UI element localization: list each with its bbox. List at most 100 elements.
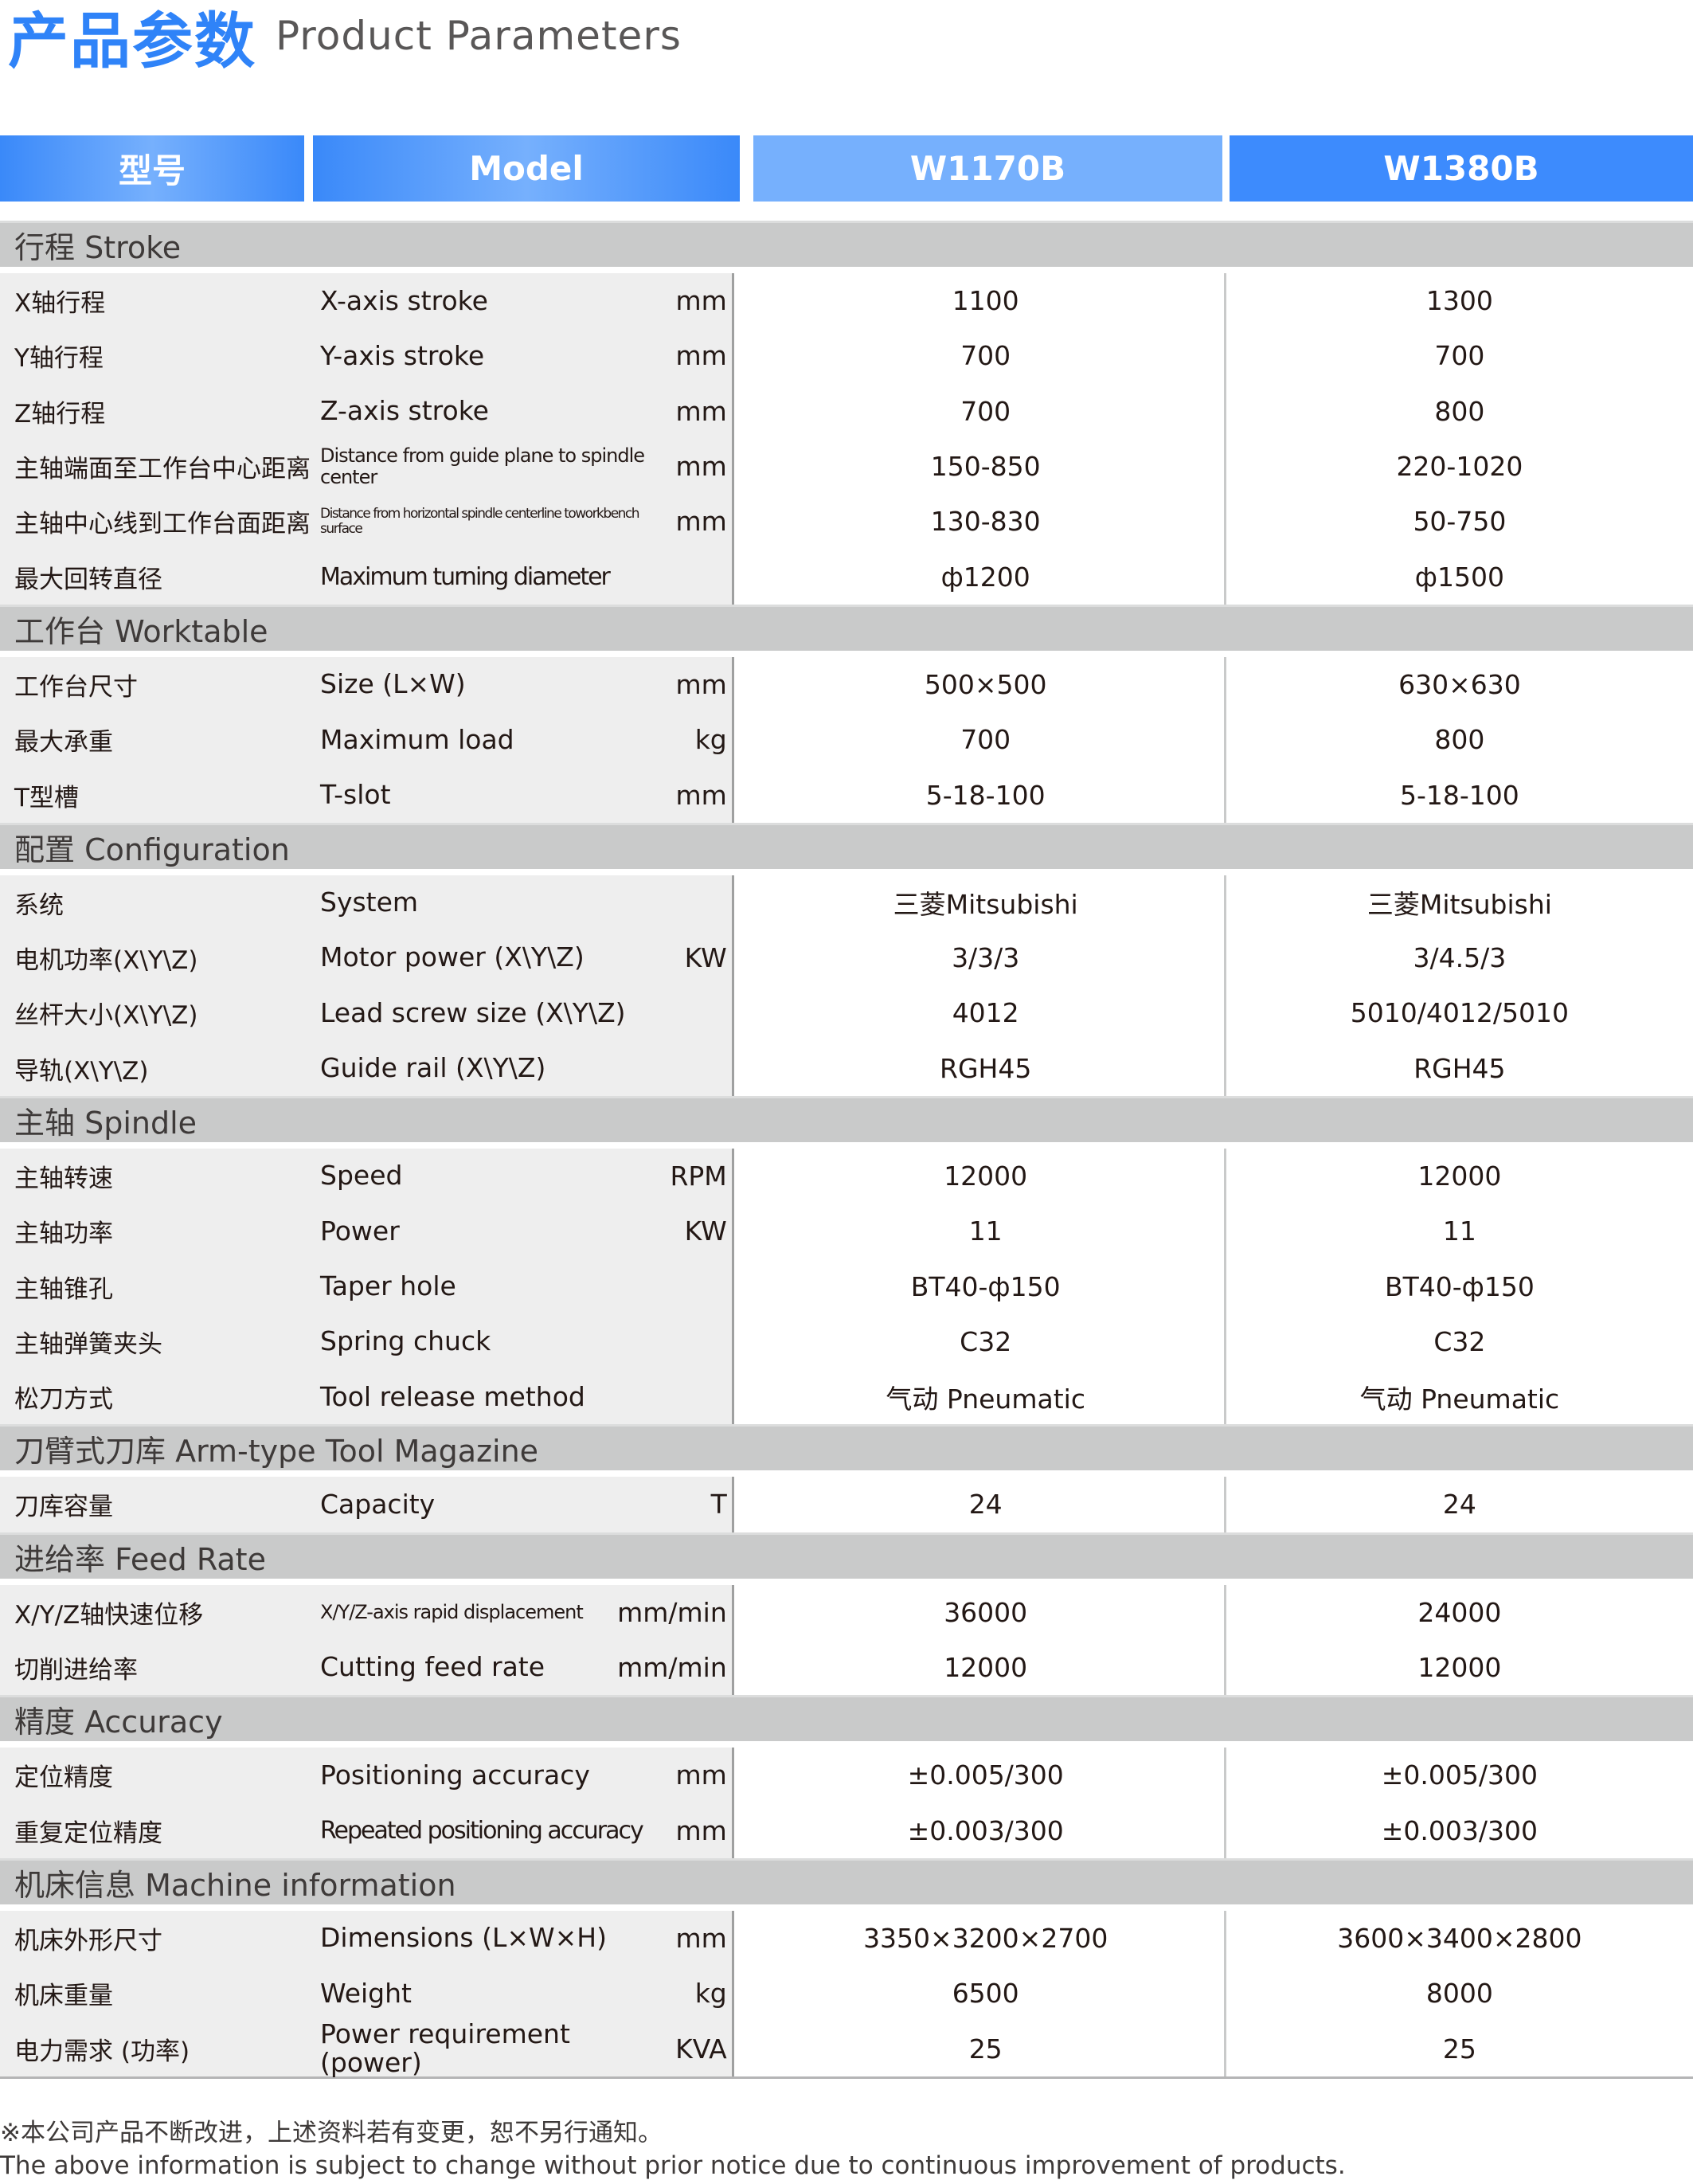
spacer — [734, 1966, 748, 2021]
value-w1170b: 6500 — [748, 1966, 1226, 2022]
label-en: Tool release method — [320, 1380, 585, 1412]
spacer — [734, 1640, 748, 1695]
label-en: Cutting feed rate — [320, 1651, 545, 1683]
unit: mm — [675, 668, 727, 700]
spacer — [734, 1477, 748, 1532]
row-label-cell: 导轨(X\Y\Z) Guide rail (X\Y\Z) — [0, 1040, 734, 1096]
label-cn: 电机功率(X\Y\Z) — [14, 946, 198, 976]
table-row: 丝杆大小(X\Y\Z) Lead screw size (X\Y\Z) 4012 50… — [0, 985, 1693, 1041]
value-w1380b: 25 — [1442, 2033, 1476, 2065]
spacer — [734, 930, 748, 985]
spacer — [734, 1149, 748, 1204]
label-cn: 丝杆大小(X\Y\Z) — [14, 1001, 198, 1031]
row-label-cell: Y轴行程 Y-axis stroke mm — [0, 328, 734, 384]
value-w1170b: 11 — [748, 1204, 1226, 1259]
section-rows: 系统 System 三菱Mitsubishi 三菱Mitsubishi 电机功率(X\Y… — [0, 875, 1693, 1096]
unit: KVA — [675, 2033, 727, 2065]
value-w1380b: 1300 — [1425, 285, 1493, 317]
row-label-cell: 丝杆大小(X\Y\Z) Lead screw size (X\Y\Z) — [0, 985, 734, 1041]
spec-section: 配置 Configuration 系统 System 三菱Mitsubishi 三菱Mi… — [0, 822, 1693, 1096]
label-en: Guide rail (X\Y\Z) — [320, 1052, 546, 1084]
spec-section: 精度 Accuracy 定位精度 Positioning accuracy mm ±0.… — [0, 1695, 1693, 1858]
table-row: 电机功率(X\Y\Z) Motor power (X\Y\Z) KW 3/3/3 3/4… — [0, 930, 1693, 986]
row-label-cell: X/Y/Z轴快速位移 X/Y/Z-axis rapid displacement m… — [0, 1584, 734, 1640]
spacer — [734, 875, 748, 930]
value-w1380b: 11 — [1442, 1215, 1476, 1247]
unit: mm — [675, 340, 727, 372]
label-en: Power — [320, 1215, 400, 1247]
label-cn: 重复定位精度 — [14, 1818, 162, 1848]
label-cn: 主轴转速 — [14, 1164, 113, 1193]
row-label-cell: T型槽 T-slot mm — [0, 767, 734, 823]
header-model-cn: 型号 — [0, 135, 304, 202]
value-w1380b: 24 — [1442, 1489, 1476, 1521]
label-en: System — [320, 887, 419, 918]
row-label-cell: 主轴中心线到工作台面距离 Distance from horizontal spi… — [0, 494, 734, 550]
table-row: 主轴中心线到工作台面距离 Distance from horizontal spi… — [0, 494, 1693, 550]
value-w1380b: C32 — [1433, 1325, 1486, 1357]
value-w1380b: 12000 — [1417, 1652, 1502, 1684]
value-w1380b: 630×630 — [1398, 668, 1521, 700]
section-header: 机床信息 Machine information — [0, 1857, 1693, 1904]
value-w1380b: 5-18-100 — [1399, 779, 1519, 811]
spacer — [734, 273, 748, 328]
table-row: X/Y/Z轴快速位移 X/Y/Z-axis rapid displacement m… — [0, 1584, 1693, 1640]
label-cn: 机床外形尺寸 — [14, 1926, 162, 1955]
label-en: X-axis stroke — [320, 284, 488, 316]
row-label-cell: 电力需求 (功率) Power requirement (power) KVA — [0, 2018, 734, 2079]
label-cn: X轴行程 — [14, 289, 106, 319]
row-label-cell: 主轴锥孔 Taper hole — [0, 1258, 734, 1314]
row-label-cell: 最大回转直径 Maximum turning diameter — [0, 549, 734, 605]
page-title: 产品参数 Product Parameters — [8, 0, 682, 76]
unit: KW — [684, 942, 727, 974]
unit: kg — [694, 1978, 727, 2010]
section-rows: 主轴转速 Speed RPM 12000 12000 主轴功率 Power KW 11 11 主轴锥… — [0, 1148, 1693, 1425]
spacer — [734, 494, 748, 549]
row-label-cell: 主轴功率 Power KW — [0, 1204, 734, 1259]
unit: mm — [675, 1759, 727, 1791]
section-rows: X轴行程 X-axis stroke mm 1100 1300 Y轴行程 Y-axis st… — [0, 273, 1693, 605]
row-label-cell: 系统 System — [0, 875, 734, 930]
table-row: 最大承重 Maximum load kg 700 800 — [0, 712, 1693, 768]
spacer — [734, 439, 748, 494]
header-w1170b: W1170B — [753, 135, 1222, 202]
section-header: 工作台 Worktable — [0, 604, 1693, 651]
header-w1380b: W1380B — [1230, 135, 1693, 202]
table-row: 主轴弹簧夹头 Spring chuck C32 C32 — [0, 1313, 1693, 1370]
unit: RPM — [670, 1160, 727, 1192]
spacer — [734, 657, 748, 712]
spacer — [734, 712, 748, 767]
label-cn: Y轴行程 — [14, 344, 104, 374]
value-w1380b: BT40-ф150 — [1384, 1270, 1535, 1302]
value-w1170b: 700 — [748, 383, 1226, 439]
label-en: Positioning accuracy — [320, 1759, 590, 1791]
value-w1170b: 4012 — [748, 985, 1226, 1041]
label-en: X/Y/Z-axis rapid displacement — [320, 1601, 584, 1624]
value-w1380b: RGH45 — [1413, 1052, 1506, 1084]
label-en: Power requirement (power) — [320, 2018, 570, 2079]
label-en: Spring chuck — [320, 1325, 491, 1357]
value-w1170b: 700 — [748, 712, 1226, 768]
value-w1170b: ±0.005/300 — [748, 1748, 1226, 1803]
label-cn: 最大回转直径 — [14, 565, 162, 594]
label-cn: 松刀方式 — [14, 1385, 113, 1415]
label-cn: 切削进给率 — [14, 1656, 138, 1685]
value-w1380b: 3600×3400×2800 — [1337, 1922, 1582, 1954]
row-label-cell: 主轴端面至工作台中心距离 Distance from guide plane to… — [0, 438, 734, 495]
section-header: 精度 Accuracy — [0, 1695, 1693, 1742]
unit: mm — [675, 451, 727, 483]
label-cn: 机床重量 — [14, 1982, 113, 2011]
spacer — [734, 1204, 748, 1258]
value-w1170b: 150-850 — [748, 438, 1226, 495]
label-en: Z-axis stroke — [320, 395, 489, 427]
spec-table: 行程 Stroke X轴行程 X-axis stroke mm 1100 1300 Y轴行程… — [0, 221, 1693, 2079]
section-header: 配置 Configuration — [0, 822, 1693, 869]
table-row: Z轴行程 Z-axis stroke mm 700 800 — [0, 383, 1693, 439]
value-w1380b: 50-750 — [1413, 506, 1507, 538]
section-rows: 机床外形尺寸 Dimensions (L×W×H) mm 3350×3200×2700… — [0, 1910, 1693, 2079]
label-en: Weight — [320, 1977, 412, 2009]
header-model-en: Model — [313, 135, 740, 202]
unit: T — [710, 1489, 727, 1521]
label-cn: 主轴锥孔 — [14, 1274, 113, 1304]
row-label-cell: 重复定位精度 Repeated positioning accuracy mm — [0, 1802, 734, 1858]
